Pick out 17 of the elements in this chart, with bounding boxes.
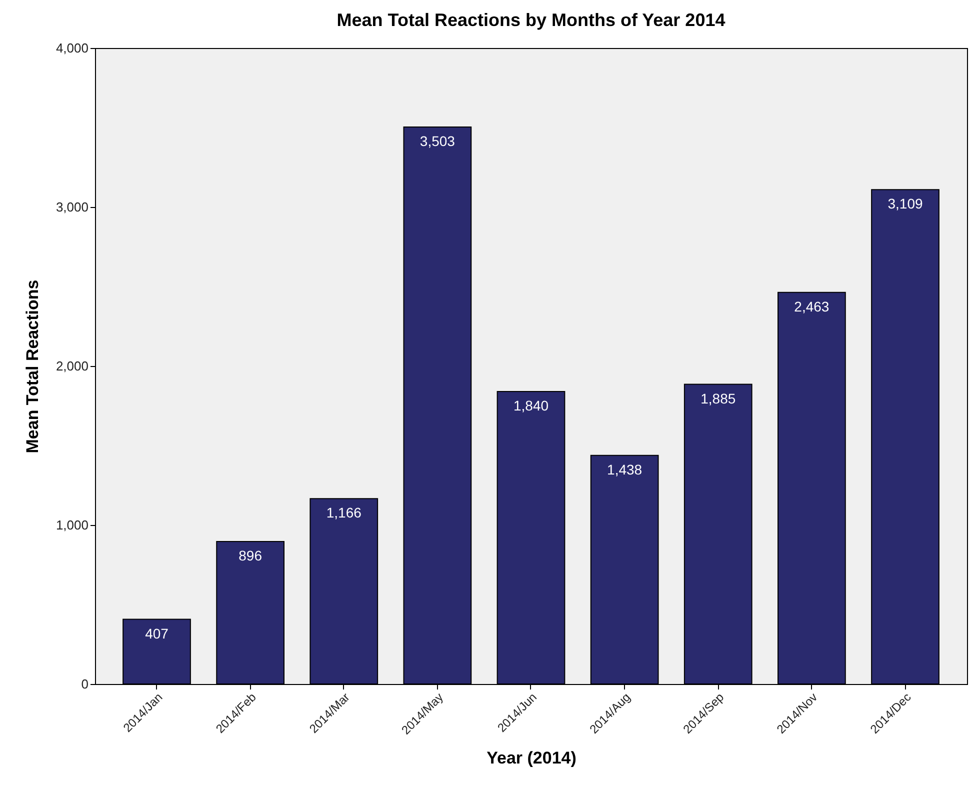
- y-tick-label: 3,000: [56, 200, 88, 214]
- data-label: 3,109: [888, 196, 923, 212]
- data-label: 3,503: [420, 133, 456, 150]
- y-tick-label: 2,000: [56, 358, 88, 374]
- y-axis-title: Mean Total Reactions: [22, 280, 42, 454]
- data-label: 1,885: [700, 390, 736, 406]
- x-axis-title: Year (2014): [486, 748, 576, 768]
- data-label: 2,463: [794, 298, 830, 314]
- data-label: 1,166: [326, 504, 362, 521]
- y-tick-label: 0: [81, 676, 88, 692]
- data-label: 896: [238, 548, 262, 564]
- data-label: 407: [145, 625, 169, 642]
- y-tick-label: 4,000: [56, 40, 88, 56]
- y-tick-label: 1,000: [56, 518, 88, 532]
- chart-title: Mean Total Reactions by Months of Year 2014: [336, 10, 726, 30]
- data-label: 1,840: [513, 397, 549, 414]
- data-label: 1,438: [607, 461, 642, 478]
